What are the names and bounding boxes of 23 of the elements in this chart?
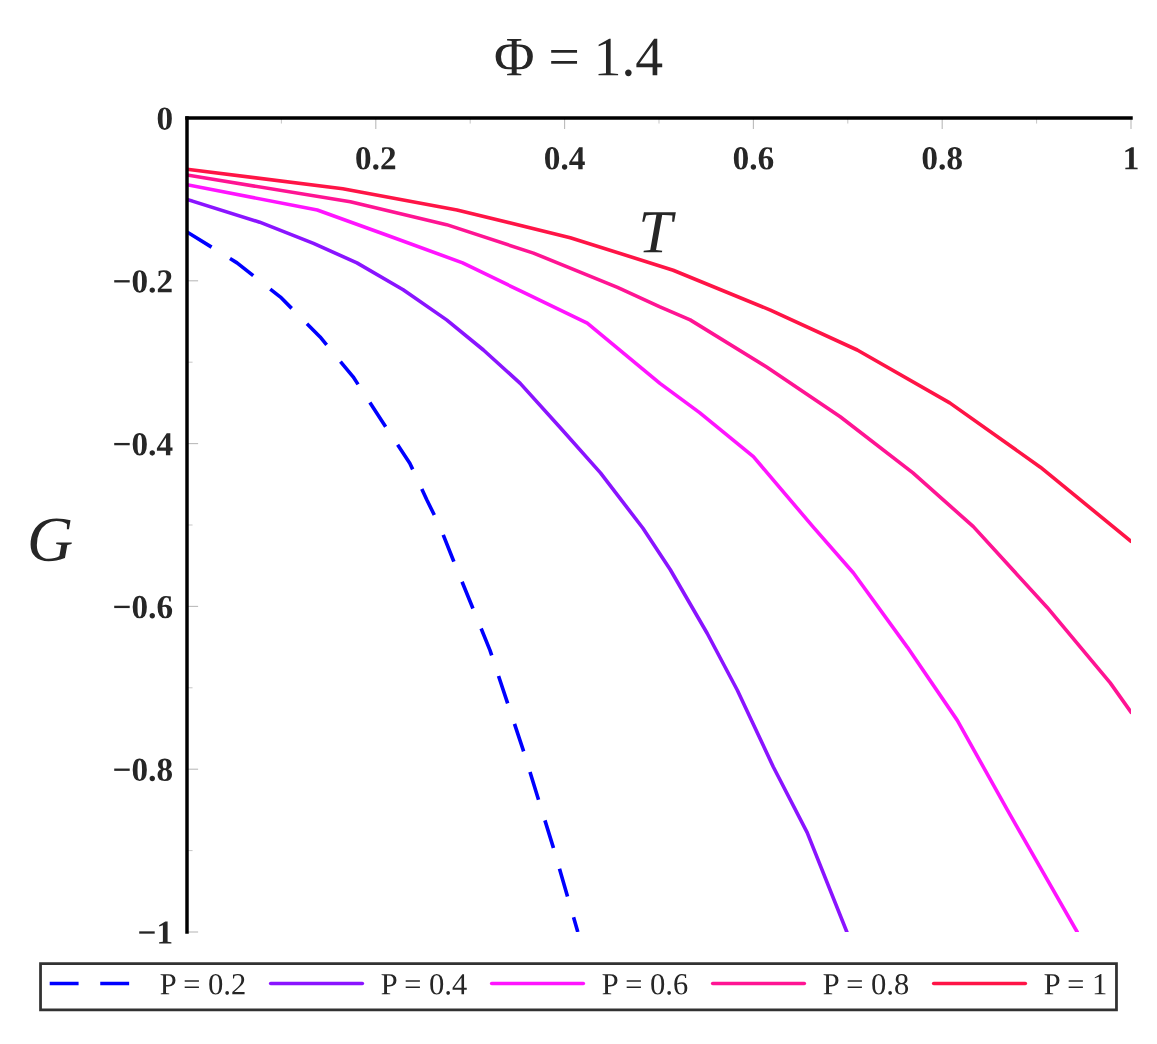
line-series <box>187 230 580 932</box>
y-tick-label: −1 <box>139 921 172 944</box>
legend-label: P = 0.6 <box>602 973 688 995</box>
x-tick-label: 0.4 <box>545 147 585 170</box>
x-axis-title: T <box>642 212 676 253</box>
line-series <box>187 197 849 932</box>
legend-label: P = 0.2 <box>160 973 245 995</box>
y-tick-label: −0.4 <box>114 433 173 456</box>
y-tick-label: 0 <box>157 107 172 130</box>
y-tick-label: −0.2 <box>114 270 172 293</box>
x-tick-label: 0.2 <box>356 147 396 170</box>
legend-label: P = 1 <box>1044 974 1106 995</box>
line-series <box>187 173 1131 715</box>
x-tick-label: 1 <box>1125 147 1138 170</box>
chart-title: Φ = 1.4 <box>495 38 663 77</box>
x-tick-label: 0.8 <box>922 147 962 170</box>
y-tick-label: −0.6 <box>114 595 173 619</box>
legend-label: P = 0.4 <box>381 973 467 995</box>
x-tick-label: 0.6 <box>733 147 774 170</box>
y-tick-label: −0.8 <box>114 758 173 782</box>
y-axis-title: G <box>30 518 72 562</box>
legend-label: P = 0.8 <box>823 973 909 995</box>
line-series <box>187 182 1079 932</box>
